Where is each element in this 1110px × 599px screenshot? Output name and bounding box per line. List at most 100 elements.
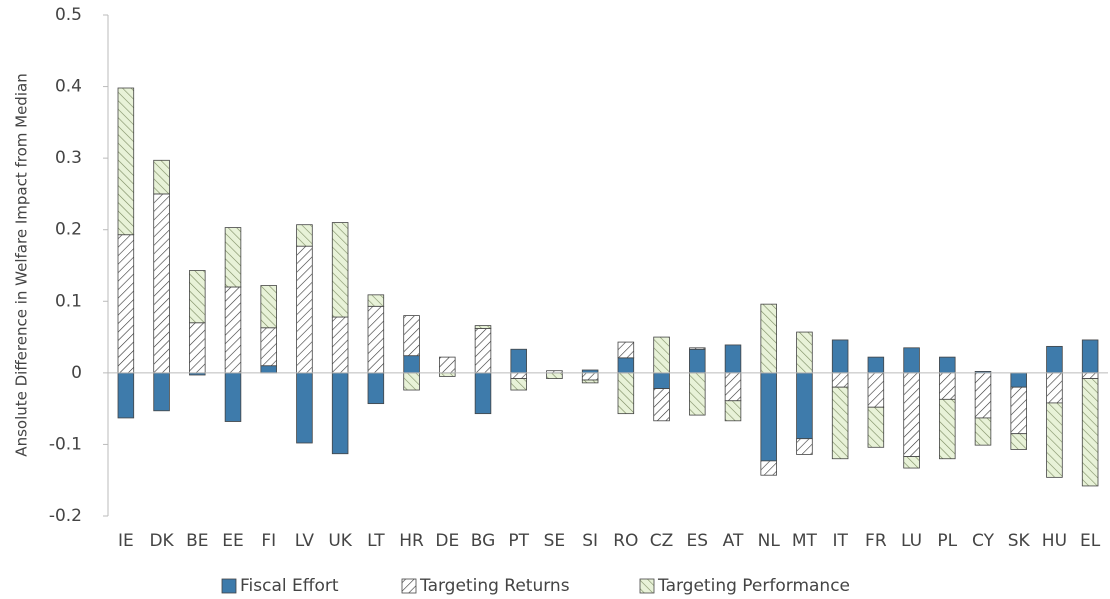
y-tick-label: 0: [71, 363, 82, 383]
bar-segment: [653, 372, 670, 390]
legend-label: Targeting Returns: [419, 576, 570, 596]
bar-segment: [617, 341, 635, 359]
x-tick-label: CZ: [650, 531, 674, 551]
bar-segment: [724, 400, 742, 422]
x-tick-label: PT: [508, 531, 529, 551]
bar-segment: [903, 456, 920, 469]
bar-segment: [189, 270, 206, 324]
x-tick-label: HU: [1042, 531, 1067, 551]
x-tick-label: ES: [687, 531, 709, 551]
bar-segment: [117, 87, 135, 236]
bar-segment: [296, 224, 313, 247]
bar-segment: [653, 388, 670, 422]
x-tick-label: LU: [901, 531, 922, 551]
x-tick-label: FI: [261, 531, 276, 551]
bar-segment: [617, 372, 635, 415]
bar-segment: [331, 372, 349, 455]
bar-segment: [974, 417, 992, 446]
bar-segment: [331, 222, 349, 318]
bar-segment: [974, 372, 992, 419]
bar-segment: [117, 234, 135, 374]
x-tick-label: DK: [149, 531, 174, 551]
bar-segment: [546, 372, 563, 379]
bar-segment: [510, 372, 527, 379]
x-tick-label: SI: [582, 531, 598, 551]
legend-label: Fiscal Effort: [240, 576, 339, 596]
x-tick-label: IT: [832, 531, 848, 551]
x-tick-label: DE: [435, 531, 459, 551]
x-tick-label: UK: [328, 531, 352, 551]
bar-segment: [474, 325, 492, 329]
bar-segment: [939, 372, 956, 400]
x-tick-label: RO: [613, 531, 638, 551]
bar-segment: [581, 379, 599, 384]
bar-segment: [439, 356, 456, 374]
y-tick-label: 0.2: [55, 220, 82, 240]
x-tick-label: IE: [118, 531, 134, 551]
x-tick-label: BE: [186, 531, 208, 551]
bar-segment: [189, 322, 206, 374]
bar-segment: [831, 339, 849, 374]
bar-segment: [760, 303, 777, 374]
y-tick-label: -0.2: [49, 506, 82, 526]
x-tick-label: SK: [1008, 531, 1031, 551]
x-tick-label: PL: [937, 531, 957, 551]
bar-segment: [474, 372, 492, 415]
x-tick-label: HR: [399, 531, 424, 551]
y-tick-label: 0.5: [55, 5, 82, 25]
bar-segment: [153, 372, 170, 412]
bar-segment: [224, 286, 242, 374]
bar-segment: [331, 316, 349, 374]
bar-segment: [689, 347, 706, 350]
bar-segment: [1081, 378, 1099, 487]
bar-segment: [260, 327, 277, 367]
y-tick-label: 0.4: [55, 77, 82, 97]
x-tick-label: CY: [972, 531, 995, 551]
bar-segment: [796, 331, 813, 374]
bar-segment: [796, 438, 813, 455]
bar-segment: [939, 356, 956, 374]
bar-segment: [903, 372, 920, 457]
bar-segment: [831, 386, 849, 460]
bar-segment: [403, 372, 420, 391]
legend-swatch: [639, 578, 655, 594]
bar-segment: [1010, 386, 1027, 435]
bar-segment: [1010, 433, 1027, 450]
legend-label: Targeting Performance: [657, 576, 850, 596]
bar-segment: [510, 378, 527, 391]
x-tick-label: EL: [1080, 531, 1101, 551]
bar-segment: [760, 372, 777, 462]
y-axis-title: Ansolute Difference in Welfare Impact fr…: [13, 73, 31, 456]
bar-segment: [474, 328, 492, 374]
bar-segment: [224, 372, 242, 422]
x-tick-label: AT: [723, 531, 744, 551]
bar-segment: [903, 347, 920, 374]
bar-segment: [403, 315, 420, 357]
x-tick-label: EE: [222, 531, 243, 551]
bar-segment: [724, 372, 742, 402]
bar-segment: [724, 344, 742, 374]
bar-segment: [796, 372, 813, 440]
x-tick-label: NL: [758, 531, 781, 551]
bar-segment: [224, 227, 242, 288]
bar-segment: [1081, 339, 1099, 374]
bar-segment: [1046, 372, 1063, 404]
bar-segment: [689, 348, 706, 374]
bar-segment: [581, 372, 599, 381]
bar-segment: [867, 356, 885, 374]
bar-segment: [867, 372, 885, 408]
bar-segment: [653, 336, 670, 374]
bar-segment: [260, 365, 277, 374]
bar-segment: [689, 372, 706, 416]
y-tick-label: -0.1: [49, 434, 82, 454]
bar-segment: [760, 460, 777, 476]
bar-segment: [1081, 372, 1099, 379]
x-tick-label: MT: [792, 531, 818, 551]
x-tick-label: BG: [471, 531, 496, 551]
bar-segment: [403, 355, 420, 374]
bar-segment: [117, 372, 135, 419]
x-tick-label: LT: [367, 531, 385, 551]
bar-segment: [153, 159, 170, 195]
y-tick-label: 0.1: [55, 291, 82, 311]
